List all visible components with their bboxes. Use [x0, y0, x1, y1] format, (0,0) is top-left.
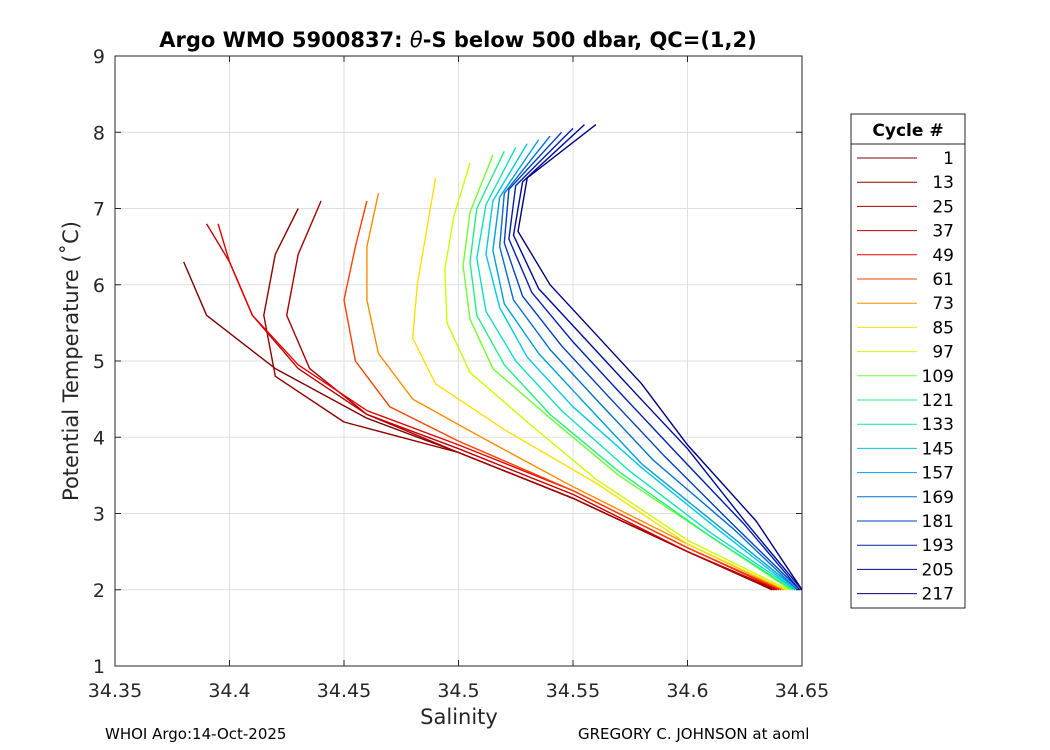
series-line-cycle-145: [485, 143, 796, 591]
y-axis-label: Potential Temperature (˚C): [59, 221, 83, 501]
series-line-cycle-97: [444, 162, 789, 591]
x-tick-label: 34.6: [666, 680, 708, 702]
series-line-cycle-61: [343, 200, 782, 591]
x-tick-label: 34.5: [437, 680, 479, 702]
legend-entries: 1 13 25 37 49 61 73 85 97 109 121 133 145 157 169 181 19…: [857, 149, 954, 605]
series-line-cycle-85: [412, 177, 787, 591]
legend-label-cycle-1: 1: [943, 149, 954, 169]
legend-label-cycle-25: 25: [932, 197, 954, 217]
series-line-cycle-217: [517, 124, 803, 591]
data-series-group: [183, 124, 803, 591]
y-tick-label: 8: [93, 122, 105, 144]
legend-label-cycle-97: 97: [932, 343, 954, 363]
legend-label-cycle-217: 217: [922, 585, 954, 605]
series-line-cycle-109: [462, 154, 791, 591]
x-tick-label: 34.45: [317, 680, 371, 702]
legend-label-cycle-193: 193: [922, 536, 954, 556]
legend-label-cycle-121: 121: [922, 391, 954, 411]
y-tick-label: 3: [93, 504, 105, 526]
legend-label-cycle-109: 109: [922, 367, 954, 387]
legend-label-cycle-73: 73: [932, 294, 954, 314]
legend-label-cycle-145: 145: [922, 439, 954, 459]
y-tick-label: 6: [93, 275, 105, 297]
x-axis-label: Salinity: [420, 705, 498, 729]
series-line-cycle-193: [508, 127, 801, 591]
series-line-cycle-157: [492, 139, 798, 591]
series-line-cycle-181: [503, 131, 801, 591]
legend-label-cycle-13: 13: [932, 173, 954, 193]
y-tick-label: 7: [93, 199, 105, 221]
legend: Cycle # 1 13 25 37 49 61 73 85 97 109 121 133 145 157…: [850, 113, 966, 609]
legend-label-cycle-205: 205: [922, 560, 954, 580]
y-tick-label: 2: [93, 580, 105, 602]
series-line-cycle-133: [476, 147, 796, 591]
y-tick-label: 4: [93, 427, 105, 449]
series-line-cycle-73: [366, 193, 785, 591]
legend-label-cycle-49: 49: [932, 246, 954, 266]
axis-ticks: 34.35 34.4 34.45 34.5 34.55 34.6 34.65 1 2 3 4 5 6 7 8…: [88, 46, 829, 702]
x-tick-label: 34.55: [546, 680, 600, 702]
x-tick-label: 34.65: [775, 680, 829, 702]
legend-label-cycle-85: 85: [932, 318, 954, 338]
chart-title: Argo WMO 5900837: θ-S below 500 dbar, QC…: [159, 28, 756, 52]
legend-label-cycle-181: 181: [922, 512, 954, 532]
y-tick-label: 1: [93, 656, 105, 678]
legend-label-cycle-133: 133: [922, 415, 954, 435]
y-tick-label: 5: [93, 351, 105, 373]
series-line-cycle-169: [499, 135, 798, 591]
legend-box: [850, 113, 966, 609]
y-tick-label: 9: [93, 46, 105, 68]
footer-author: GREGORY C. JOHNSON at aoml: [578, 725, 810, 743]
legend-title: Cycle #: [872, 121, 943, 141]
legend-label-cycle-157: 157: [922, 464, 954, 484]
series-line-cycle-121: [469, 150, 794, 591]
legend-label-cycle-169: 169: [922, 488, 954, 508]
footer-source-date: WHOI Argo:14-Oct-2025: [105, 725, 287, 743]
x-tick-label: 34.4: [208, 680, 250, 702]
legend-label-cycle-61: 61: [932, 270, 954, 290]
legend-label-cycle-37: 37: [932, 222, 954, 242]
x-tick-label: 34.35: [88, 680, 142, 702]
series-line-cycle-205: [512, 124, 803, 591]
